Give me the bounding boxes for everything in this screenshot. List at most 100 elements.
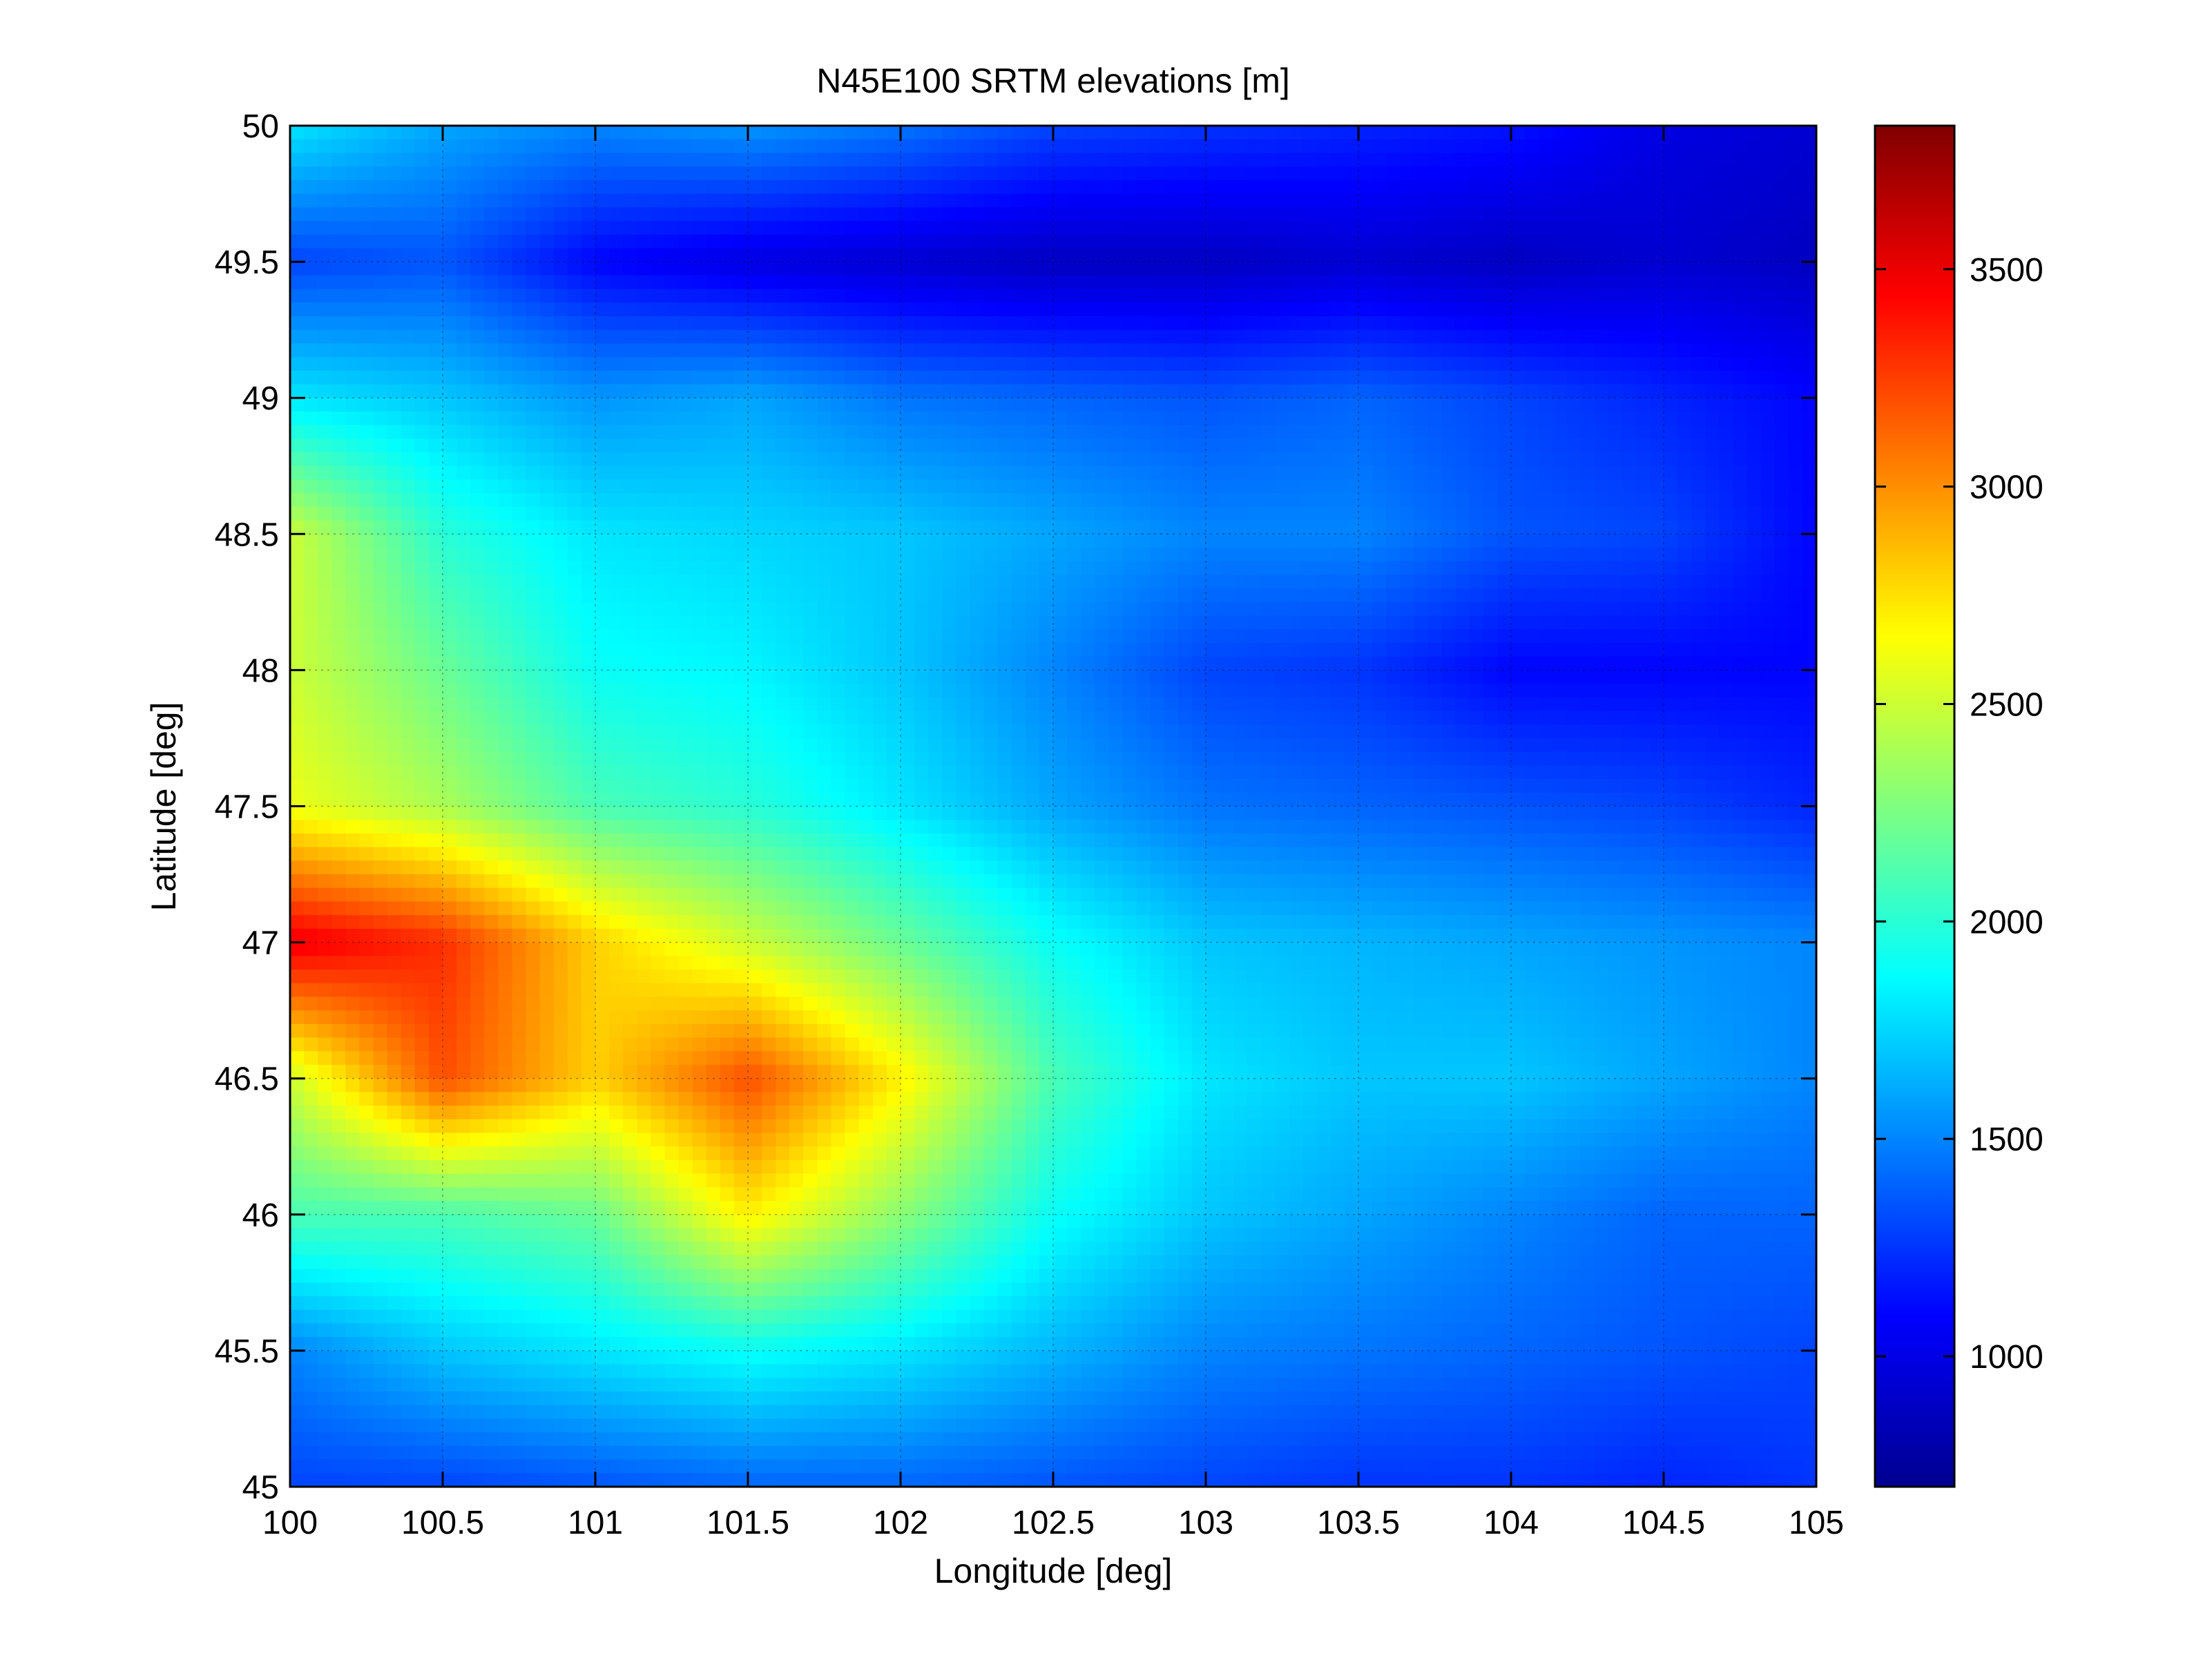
heatmap-cell [1733, 220, 1748, 235]
heatmap-cell [290, 275, 305, 290]
heatmap-cell [1733, 561, 1748, 576]
heatmap-cell [1067, 656, 1081, 671]
heatmap-cell [318, 738, 333, 753]
heatmap-cell [428, 289, 443, 304]
heatmap-cell [1358, 193, 1373, 209]
heatmap-cell [1414, 425, 1429, 440]
heatmap-cell [331, 520, 347, 535]
heatmap-cell [470, 139, 485, 154]
heatmap-cell [1483, 601, 1498, 617]
heatmap-cell [997, 561, 1012, 576]
heatmap-cell [1427, 724, 1443, 739]
heatmap-cell [304, 534, 318, 548]
heatmap-cell [733, 398, 749, 412]
heatmap-cell [901, 126, 915, 140]
heatmap-cell [1011, 207, 1026, 222]
heatmap-cell [526, 357, 541, 372]
heatmap-cell [290, 656, 305, 671]
heatmap-cell [443, 438, 457, 453]
heatmap-cell [456, 465, 471, 481]
heatmap-cell [928, 411, 943, 426]
heatmap-cell [539, 370, 555, 385]
heatmap-cell [1247, 684, 1262, 698]
heatmap-cell [983, 642, 999, 657]
heatmap-cell [983, 329, 999, 345]
heatmap-cell [1469, 520, 1484, 535]
heatmap-cell [858, 588, 874, 603]
heatmap-cell [970, 248, 985, 262]
heatmap-cell [1691, 615, 1706, 630]
heatmap-cell [970, 493, 985, 508]
heatmap-cell [1441, 684, 1456, 698]
heatmap-cell [1511, 479, 1526, 494]
heatmap-cell [1580, 615, 1595, 630]
heatmap-cell [428, 684, 443, 698]
heatmap-cell [1483, 615, 1498, 630]
heatmap-cell [1441, 126, 1456, 140]
heatmap-cell [637, 139, 652, 154]
heatmap-cell [359, 561, 374, 576]
heatmap-cell [776, 126, 791, 140]
heatmap-cell [567, 738, 582, 753]
heatmap-cell [1302, 329, 1318, 345]
heatmap-cell [609, 588, 624, 603]
heatmap-cell [1774, 493, 1789, 508]
heatmap-cell [1011, 684, 1026, 698]
heatmap-cell [1552, 575, 1568, 589]
heatmap-cell [1150, 575, 1165, 589]
heatmap-cell [1177, 153, 1193, 167]
heatmap-cell [1677, 438, 1692, 453]
heatmap-cell [720, 465, 735, 481]
heatmap-cell [1233, 711, 1249, 726]
heatmap-cell [428, 166, 443, 181]
heatmap-cell [1622, 656, 1637, 671]
heatmap-cell [1344, 234, 1359, 249]
heatmap-cell [1483, 316, 1498, 331]
heatmap-cell [1649, 262, 1664, 276]
heatmap-cell [1608, 575, 1623, 589]
heatmap-cell [1427, 329, 1443, 345]
heatmap-cell [1788, 615, 1803, 630]
heatmap-cell [1025, 520, 1040, 535]
heatmap-cell [1760, 575, 1776, 589]
heatmap-cell [762, 289, 776, 304]
heatmap-cell [733, 193, 749, 209]
heatmap-cell [512, 275, 527, 290]
heatmap-cell [956, 615, 971, 630]
heatmap-cell [1649, 357, 1664, 372]
heatmap-cell [1539, 207, 1554, 222]
heatmap-cell [1733, 357, 1748, 372]
heatmap-cell [983, 220, 999, 235]
heatmap-cell [817, 248, 832, 262]
heatmap-cell [539, 642, 555, 657]
heatmap-cell [831, 629, 846, 644]
heatmap-cell [1372, 220, 1387, 235]
heatmap-cell [748, 575, 762, 589]
heatmap-cell [1344, 601, 1359, 617]
heatmap-cell [1705, 438, 1720, 453]
heatmap-cell [304, 588, 318, 603]
heatmap-cell [1081, 711, 1096, 726]
heatmap-cell [456, 302, 471, 317]
heatmap-cell [886, 738, 901, 753]
heatmap-cell [443, 575, 457, 589]
heatmap-cell [1191, 724, 1206, 739]
heatmap-cell [997, 452, 1012, 467]
heatmap-cell [692, 262, 707, 276]
heatmap-cell [387, 275, 402, 290]
heatmap-cell [456, 588, 471, 603]
heatmap-cell [651, 153, 666, 167]
heatmap-cell [359, 493, 374, 508]
heatmap-cell [373, 262, 388, 276]
heatmap-cell [1372, 520, 1387, 535]
heatmap-cell [678, 534, 693, 548]
heatmap-cell [1497, 370, 1512, 385]
heatmap-cell [484, 479, 499, 494]
heatmap-cell [1469, 357, 1484, 372]
heatmap-cell [1025, 438, 1040, 453]
heatmap-cell [872, 697, 887, 712]
heatmap-cell [1427, 411, 1443, 426]
heatmap-cell [1635, 180, 1651, 195]
heatmap-cell [1025, 601, 1040, 617]
heatmap-cell [748, 180, 762, 195]
